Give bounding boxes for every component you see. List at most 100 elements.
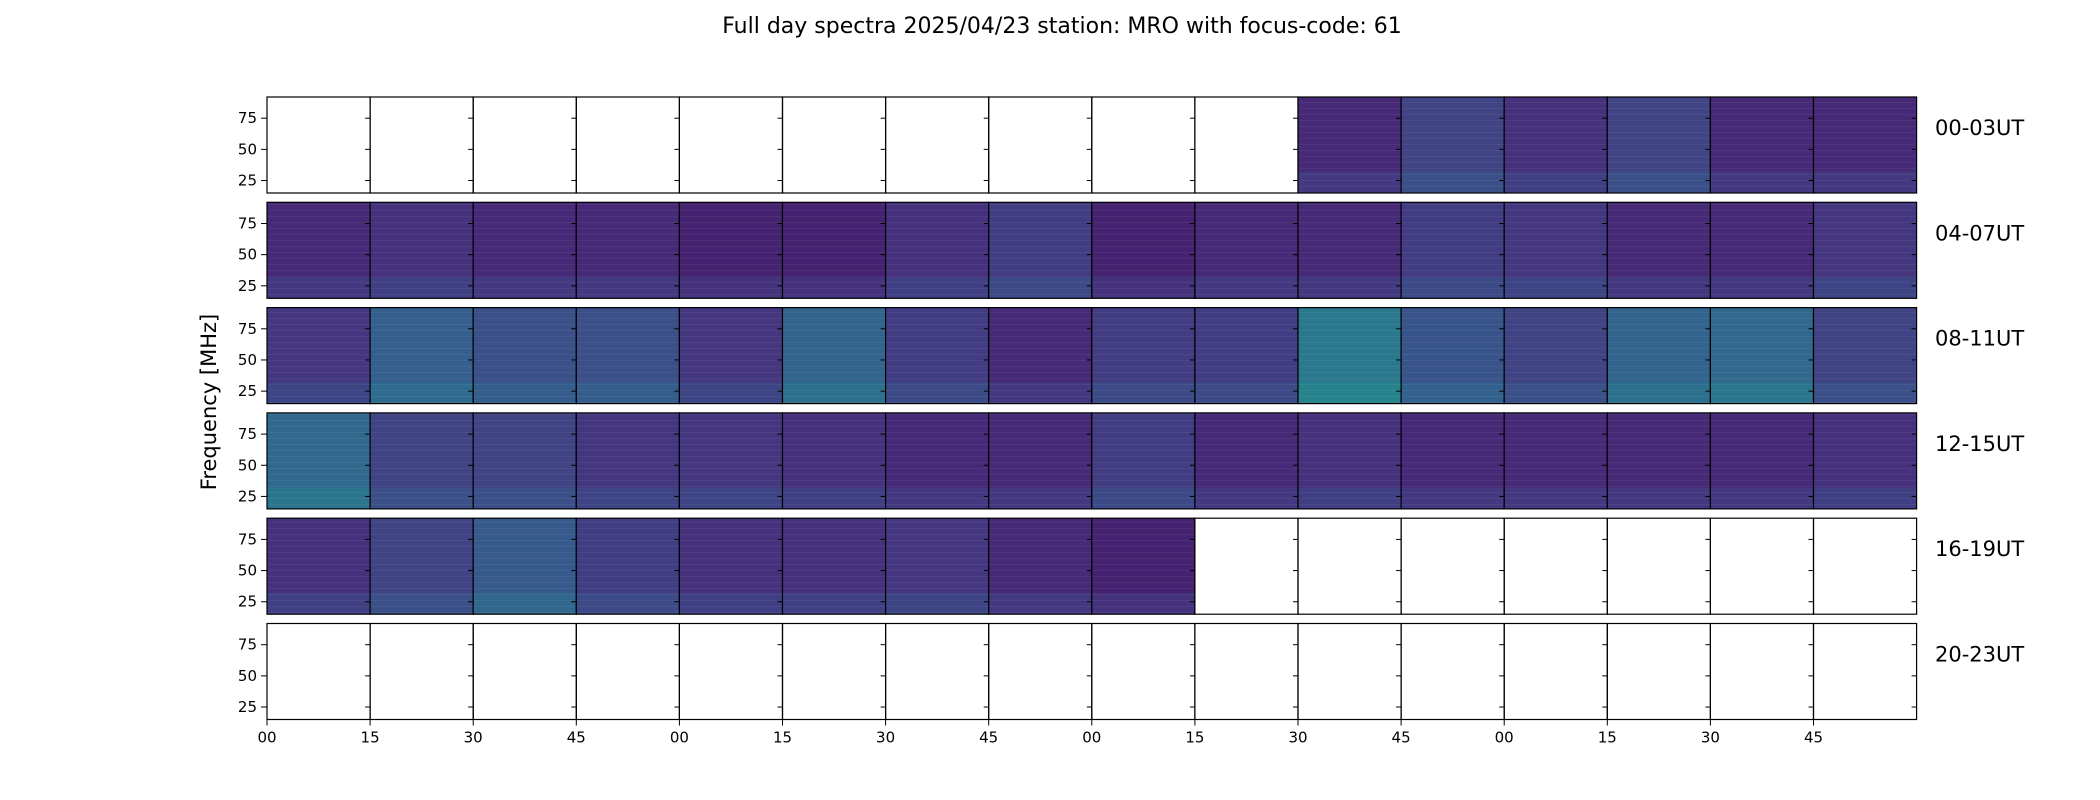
panel-frame [369, 96, 474, 194]
x-tick-label: 45 [1392, 729, 1411, 747]
row-time-label: 20-23UT [1935, 643, 2024, 667]
spectrum-texture [1401, 412, 1505, 509]
x-tick-label: 45 [1804, 729, 1823, 747]
spectrum-texture [1813, 202, 1917, 299]
x-tick-label: 45 [567, 729, 586, 747]
y-tick-label: 75 [238, 109, 257, 127]
spectrum-texture [1298, 202, 1402, 299]
y-tick-label: 25 [238, 698, 257, 716]
panel-frame [1812, 201, 1918, 299]
spectrum-texture [1401, 307, 1505, 404]
spectrum-texture [1813, 412, 1917, 509]
spectrum-texture [1298, 307, 1402, 404]
spectrum-texture [1710, 412, 1814, 509]
y-tick-label: 25 [238, 382, 257, 400]
panel-frame [472, 96, 577, 194]
spectrum-texture [267, 412, 371, 509]
spectrum-texture [988, 412, 1092, 509]
spectrum-texture [885, 202, 989, 299]
panel-frame [1194, 517, 1299, 615]
row-time-label: 00-03UT [1935, 116, 2024, 140]
x-tick-label: 15 [1185, 729, 1204, 747]
panel-frame [781, 622, 887, 721]
spectrum-texture [679, 518, 783, 615]
row-time-label: 08-11UT [1935, 327, 2024, 351]
panel-frame [678, 622, 784, 721]
y-tick-label: 50 [238, 667, 257, 685]
spectrum-texture [679, 307, 783, 404]
spectrum-texture [679, 202, 783, 299]
spectrum-texture [576, 202, 680, 299]
y-tick-label: 50 [238, 140, 257, 158]
row-time-label: 12-15UT [1935, 432, 2024, 456]
spectrum-texture [782, 412, 886, 509]
x-tick-label: 30 [1288, 729, 1307, 747]
spectrum-texture [576, 412, 680, 509]
panel-frame [1297, 622, 1402, 721]
spectrum-texture [370, 307, 474, 404]
x-tick-label: 00 [1495, 729, 1514, 747]
y-tick-label: 50 [238, 562, 257, 580]
y-tick-label: 25 [238, 172, 257, 190]
spectrum-texture [782, 202, 886, 299]
spectrum-texture [1298, 97, 1402, 193]
y-tick-label: 25 [238, 593, 257, 611]
x-tick-label: 30 [1701, 729, 1720, 747]
spectrum-texture [1401, 202, 1505, 299]
panel-frame [1812, 412, 1918, 510]
spectrum-texture [1194, 412, 1298, 509]
panel-frame [1709, 622, 1815, 721]
spectrum-texture [1710, 97, 1814, 193]
spectrum-texture [267, 518, 371, 615]
spectrum-texture [473, 202, 577, 299]
y-tick-label: 75 [238, 530, 257, 548]
spectrum-texture [1091, 202, 1195, 299]
spectrum-texture [1710, 307, 1814, 404]
panel-frame [1812, 96, 1918, 194]
panel-frame [884, 622, 990, 721]
panel-frame [678, 96, 784, 194]
spectrum-texture [1813, 97, 1917, 193]
spectrum-texture [885, 412, 989, 509]
spectrum-texture [1710, 202, 1814, 299]
row-time-label: 04-07UT [1935, 221, 2024, 245]
spectrum-texture [1504, 307, 1608, 404]
panel-frame [575, 622, 680, 721]
spectrum-texture [267, 202, 371, 299]
y-tick-label: 50 [238, 351, 257, 369]
panel-frame [1606, 517, 1712, 615]
spectrum-texture [1091, 307, 1195, 404]
panel-frame [1709, 517, 1815, 615]
panels-grid: 25 50 75 00-03UT 25 50 75 04-07UT 25 50 75 08-11UT 2… [238, 96, 2024, 747]
y-tick-label: 75 [238, 425, 257, 443]
x-tick-label: 15 [361, 729, 380, 747]
panel-frame [1091, 622, 1196, 721]
spectrum-texture [1813, 307, 1917, 404]
x-tick-label: 00 [1082, 729, 1101, 747]
spectrum-texture [1194, 307, 1298, 404]
panel-frame [1606, 622, 1712, 721]
spectrum-texture [988, 202, 1092, 299]
spectrum-texture [782, 518, 886, 615]
x-tick-label: 30 [876, 729, 895, 747]
spectrum-texture [1504, 202, 1608, 299]
panel-frame [988, 622, 1093, 721]
panel-frame [1812, 517, 1918, 615]
spectrum-texture [1607, 97, 1711, 193]
panel-frame [472, 622, 577, 721]
x-tick-label: 45 [979, 729, 998, 747]
spectrum-texture [782, 307, 886, 404]
panel-frame [369, 622, 474, 721]
spectrum-texture [1091, 518, 1195, 615]
spectrum-texture [267, 307, 371, 404]
y-tick-label: 75 [238, 320, 257, 338]
spectrum-texture [473, 412, 577, 509]
panel-frame [1812, 622, 1918, 721]
row-time-label: 16-19UT [1935, 537, 2024, 561]
spectrum-texture [885, 307, 989, 404]
panel-frame [1297, 517, 1402, 615]
spectrum-texture [1091, 412, 1195, 509]
y-axis-label: Frequency [MHz] [197, 314, 221, 490]
panel-frame [1812, 307, 1918, 405]
